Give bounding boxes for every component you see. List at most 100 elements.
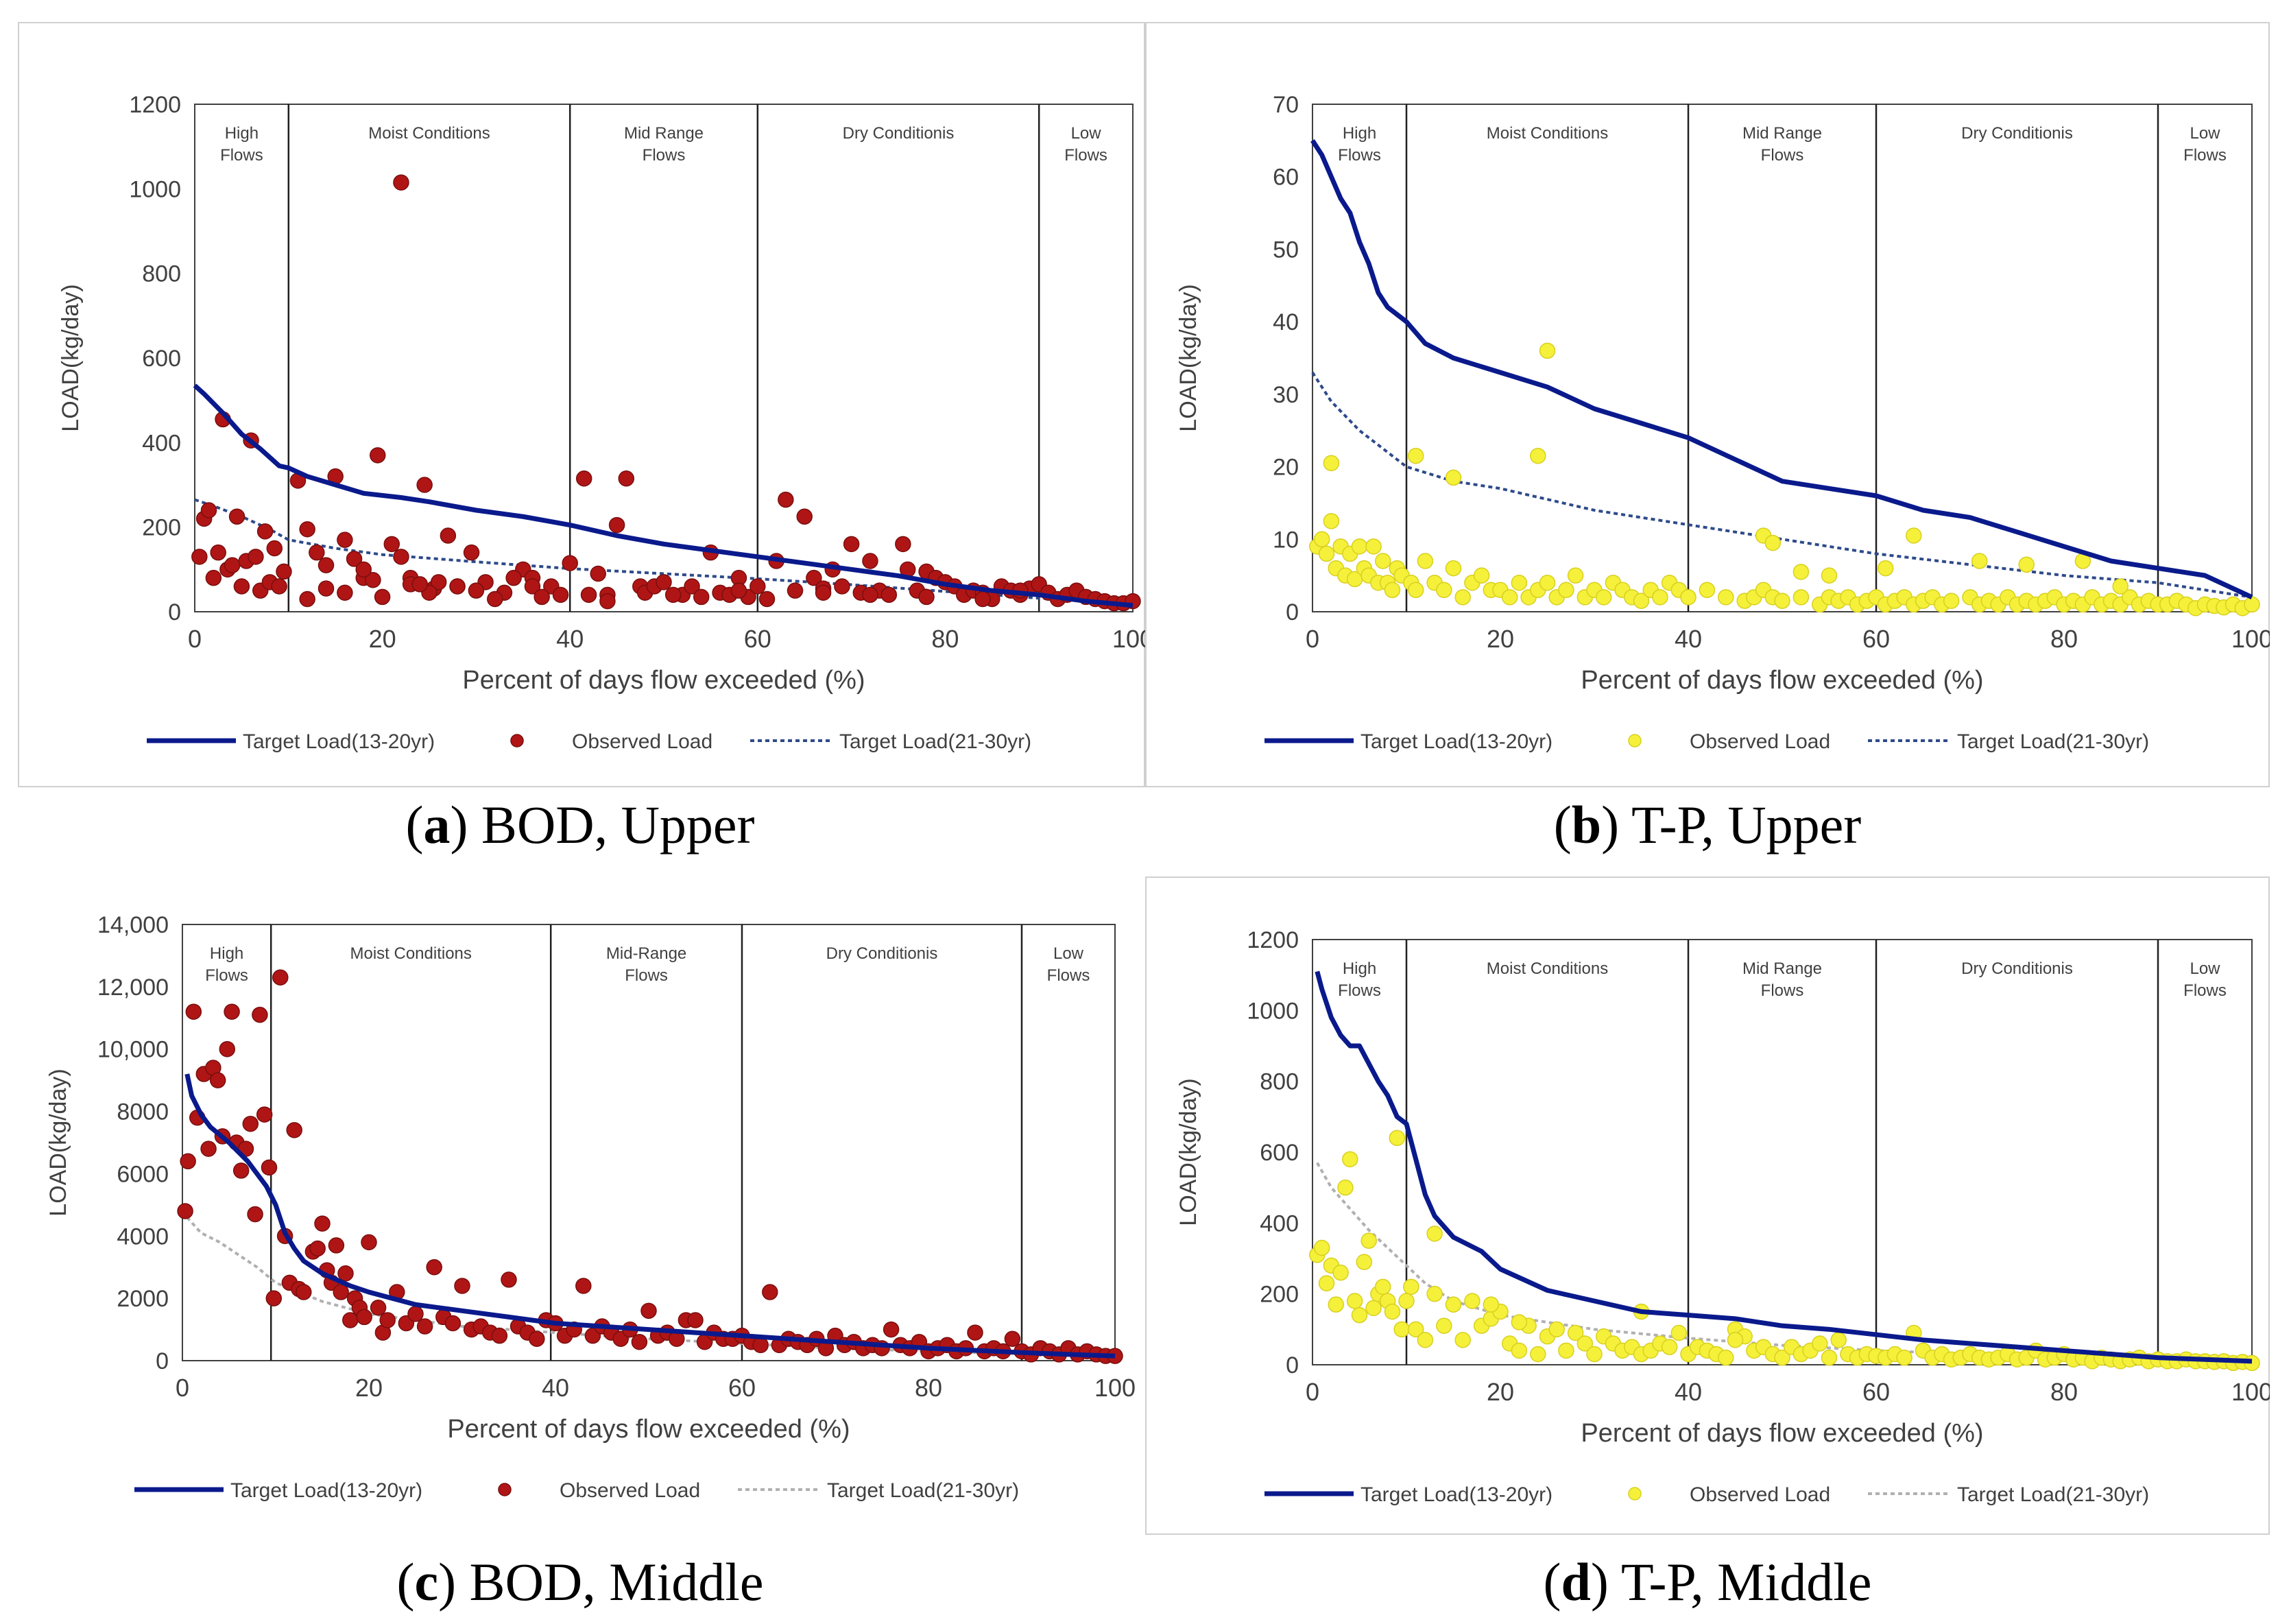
zone-label: Flows [643,146,686,165]
observed-load-point [383,536,400,553]
zone-label: Mid Range [1742,959,1822,978]
y-tick-label: 60 [1273,165,1299,191]
plot-area [1312,104,2253,612]
observed-load-point [228,508,245,525]
observed-load-point [1511,1342,1528,1359]
zone-label: Mid-Range [606,944,686,963]
observed-load-point [1454,1332,1471,1348]
observed-load-point [266,540,283,557]
x-tick-label: 100 [2231,625,2270,653]
x-axis-title: Percent of days flow exceeded (%) [1581,1419,1983,1448]
zone-label: Flows [2183,981,2227,1000]
y-axis-title: LOAD(kg/day) [1175,1078,1201,1226]
y-tick-label: 400 [142,430,181,456]
y-tick-label: 20 [1273,455,1299,481]
observed-load-point [974,590,991,608]
legend-target-13-20-label: Target Load(13-20yr) [243,730,435,753]
y-tick-label: 12,000 [97,975,169,1001]
observed-load-point [296,1284,312,1300]
observed-load-point [758,590,776,608]
observed-load-point [256,1106,273,1123]
observed-load-point [1567,567,1584,584]
legend-observed-swatch [1628,1487,1642,1501]
observed-load-point [411,576,429,593]
x-tick-label: 80 [2050,625,2078,653]
observed-load-point [575,470,592,487]
observed-load-point [272,969,289,986]
observed-load-point [440,527,457,544]
observed-load-point [1539,574,1556,591]
x-tick-label: 20 [355,1374,383,1402]
observed-load-point [370,447,386,464]
y-tick-label: 1000 [1247,998,1299,1024]
caption-d: (d) T-P, Middle [1543,1552,1872,1612]
y-tick-label: 0 [1286,1352,1299,1378]
observed-load-point [1407,1321,1424,1338]
observed-load-point [333,1284,349,1300]
observed-load-point [656,574,672,590]
plot-area [194,104,1134,612]
observed-load-point [1793,564,1810,580]
legend-observed-label: Observed Load [560,1479,700,1502]
observed-load-point [265,1290,283,1306]
observed-load-point [1398,1293,1415,1309]
observed-load-point [664,586,682,604]
observed-load-point [1558,1342,1574,1359]
zone-label: Low [1071,124,1102,143]
observed-load-point [1445,469,1462,486]
caption-a-letter: a [423,795,451,855]
zone-label: Dry Conditionis [1961,959,2073,978]
observed-load-point [1774,593,1790,609]
observed-load-point [1652,589,1668,606]
observed-load-point [895,536,911,553]
observed-load-point [2112,578,2129,595]
observed-load-point [843,536,860,553]
caption-a: (a) BOD, Upper [405,795,755,855]
observed-load-point [524,578,541,595]
y-tick-label: 600 [1260,1140,1299,1166]
observed-load-point [618,470,635,487]
zone-label: High [225,124,259,143]
x-tick-label: 80 [915,1374,942,1402]
observed-load-point [1511,1314,1528,1330]
observed-load-point [205,569,222,586]
observed-load-point [1436,1317,1452,1334]
zone-label: Mid Range [624,124,704,143]
observed-load-point [224,1003,240,1020]
observed-load-point [1680,589,1696,606]
observed-load-point [1718,1349,1734,1366]
observed-load-point [778,491,794,508]
zone-label: Low [2190,959,2220,978]
observed-load-point [393,174,409,191]
observed-load-point [1356,1254,1373,1270]
observed-load-point [209,1072,226,1088]
observed-load-point [1670,1324,1688,1341]
zone-label: Flows [1761,981,1804,1000]
x-tick-label: 20 [1487,1378,1514,1406]
y-axis-title: LOAD(kg/day) [1175,284,1201,431]
y-tick-label: 2000 [117,1286,169,1312]
observed-load-point [261,1159,278,1176]
observed-load-point [232,1162,250,1179]
observed-load-point [880,586,898,604]
x-tick-label: 20 [1487,625,1514,653]
legend-target-21-30-label: Target Load(21-30yr) [827,1479,1019,1502]
observed-load-point [1328,1296,1344,1313]
observed-load-point [1417,553,1434,569]
chart-b-tp-upper: High Flows Moist Conditions Mid Range Flows D… [1145,22,2270,787]
observed-load-point [2018,556,2035,573]
observed-load-point [1384,582,1401,599]
observed-load-point [815,584,832,601]
observed-load-point [233,578,250,595]
x-tick-label: 100 [1112,625,1145,653]
observed-load-point [1821,1349,1838,1366]
observed-load-point [180,1153,196,1170]
x-tick-label: 0 [1306,1378,1319,1406]
observed-load-point [1774,1349,1790,1366]
panel-d-frame [1145,876,2270,1535]
x-tick-label: 60 [728,1374,756,1402]
observed-load-point [1454,589,1471,606]
y-tick-label: 4000 [117,1223,169,1250]
observed-load-point [1313,531,1330,548]
target-load-21-30-line [1311,372,2253,599]
